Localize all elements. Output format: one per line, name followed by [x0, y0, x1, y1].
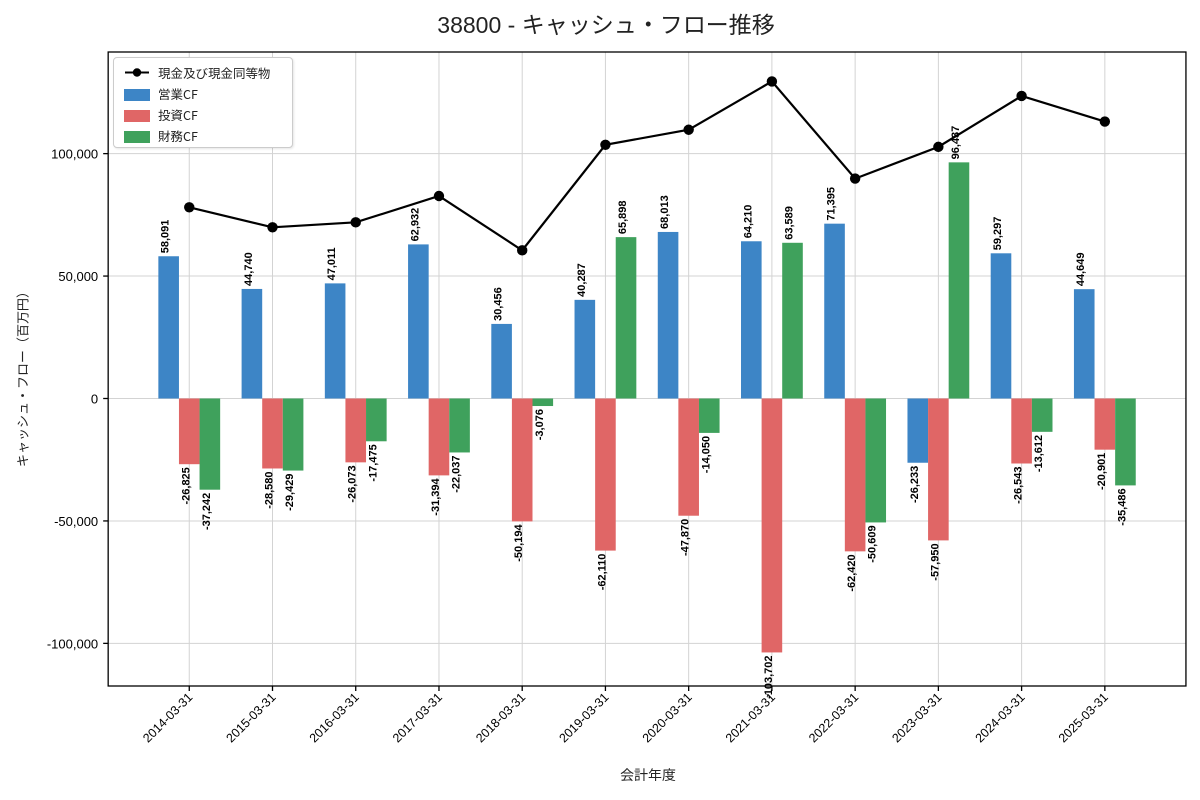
svg-text:-14,050: -14,050 — [700, 436, 712, 473]
svg-text:-50,000: -50,000 — [54, 514, 98, 529]
svg-text:50,000: 50,000 — [58, 269, 98, 284]
svg-text:58,091: 58,091 — [160, 220, 172, 254]
svg-text:-47,870: -47,870 — [680, 519, 692, 556]
svg-text:0: 0 — [91, 392, 98, 407]
svg-text:-37,242: -37,242 — [201, 493, 213, 530]
svg-text:-62,110: -62,110 — [596, 554, 608, 591]
svg-text:-26,233: -26,233 — [909, 466, 921, 503]
svg-text:-29,429: -29,429 — [284, 474, 296, 511]
svg-text:-50,194: -50,194 — [513, 524, 525, 562]
svg-text:-22,037: -22,037 — [451, 455, 463, 492]
svg-text:-62,420: -62,420 — [846, 554, 858, 591]
svg-text:-28,580: -28,580 — [264, 471, 276, 508]
svg-text:-100,000: -100,000 — [47, 636, 98, 651]
svg-text:-26,825: -26,825 — [180, 467, 192, 504]
svg-text:-26,073: -26,073 — [347, 465, 359, 502]
svg-text:-57,950: -57,950 — [929, 543, 941, 580]
svg-text:-17,475: -17,475 — [367, 444, 379, 481]
svg-text:-20,901: -20,901 — [1096, 453, 1108, 490]
svg-text:-26,543: -26,543 — [1013, 467, 1025, 504]
svg-text:40,287: 40,287 — [576, 263, 588, 297]
svg-text:96,437: 96,437 — [950, 126, 962, 160]
svg-text:62,932: 62,932 — [409, 208, 421, 242]
svg-text:65,898: 65,898 — [617, 200, 629, 234]
svg-text:-13,612: -13,612 — [1033, 435, 1045, 472]
svg-text:44,649: 44,649 — [1075, 253, 1087, 287]
svg-text:-31,394: -31,394 — [430, 478, 442, 516]
svg-text:30,456: 30,456 — [493, 287, 505, 321]
svg-text:64,210: 64,210 — [742, 205, 754, 239]
svg-text:47,011: 47,011 — [326, 247, 338, 280]
svg-text:59,297: 59,297 — [992, 217, 1004, 251]
svg-text:-3,076: -3,076 — [534, 409, 546, 440]
svg-text:71,395: 71,395 — [826, 187, 838, 221]
svg-text:63,589: 63,589 — [784, 206, 796, 240]
svg-text:-50,609: -50,609 — [867, 525, 879, 562]
svg-text:68,013: 68,013 — [659, 195, 671, 229]
svg-text:100,000: 100,000 — [51, 147, 98, 162]
svg-text:-35,486: -35,486 — [1116, 488, 1128, 525]
svg-text:44,740: 44,740 — [243, 252, 255, 286]
